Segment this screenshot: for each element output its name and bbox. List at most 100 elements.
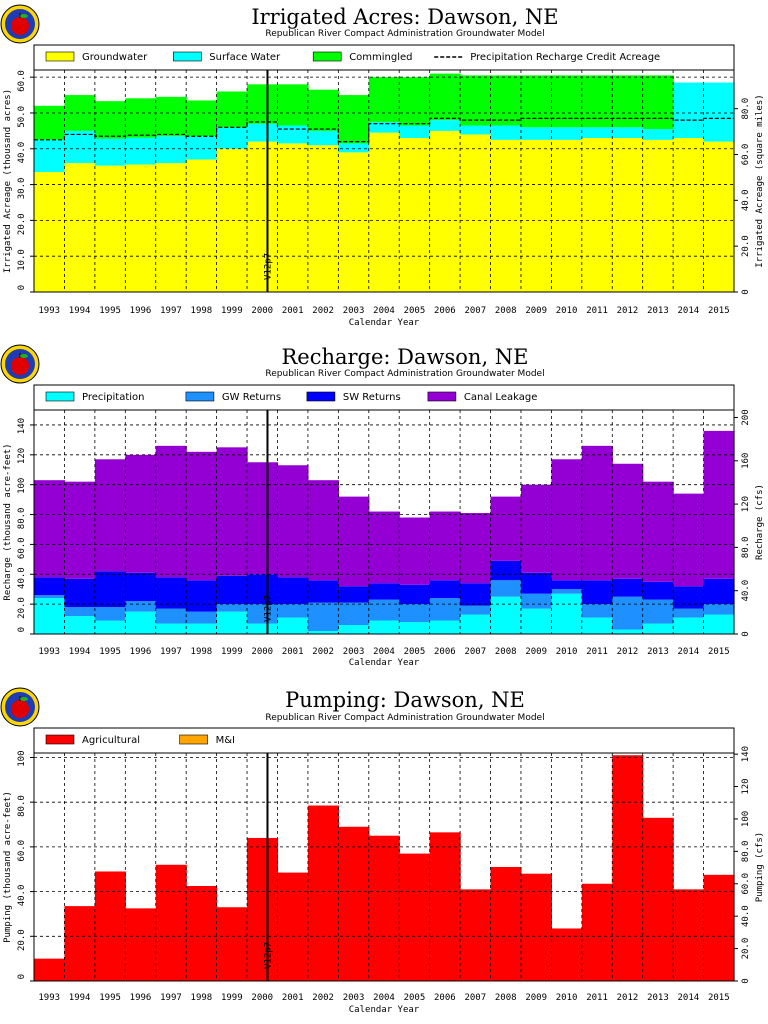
y2-tick-label: 120: [741, 496, 751, 512]
bar-gw-returns-1997: [155, 608, 187, 624]
bar-agricultural-2003: [338, 826, 370, 981]
x-axis-label: Calendar Year: [349, 318, 420, 328]
y-tick-label: 60.0: [17, 70, 27, 92]
y2-tick-label: 40.0: [741, 189, 751, 211]
bar-precipitation-1998: [186, 623, 218, 634]
x-tick-label-1999: 1999: [221, 306, 243, 316]
bar-sw-returns-2008: [490, 560, 522, 581]
bar-surface-water-2006: [429, 120, 461, 131]
precipitation-credit-line: [34, 117, 734, 143]
y-tick-label: 100: [17, 750, 27, 766]
bar-commingled-2005: [399, 77, 431, 126]
bar-canal-leakage-1998: [186, 451, 218, 581]
bar-surface-water-1999: [216, 127, 248, 149]
bar-agricultural-2001: [277, 872, 309, 981]
bar-agricultural-2015: [703, 874, 735, 981]
bar-groundwater-1998: [186, 159, 218, 292]
bar-commingled-1993: [34, 105, 66, 140]
bar-precipitation-2006: [429, 620, 461, 634]
y2-axis-label: Pumping (cfs): [755, 832, 765, 902]
bar-precipitation-1997: [155, 623, 187, 634]
bar-groundwater-1997: [155, 163, 187, 292]
x-axis-label: Calendar Year: [349, 1005, 420, 1015]
x-tick-label-2001: 2001: [282, 993, 304, 1003]
x-tick-label-2015: 2015: [708, 306, 730, 316]
x-tick-label-2000: 2000: [251, 647, 273, 657]
bar-groundwater-2002: [307, 145, 339, 292]
legend-box: [33, 384, 735, 411]
bar-precipitation-2014: [673, 617, 705, 634]
bar-gw-returns-2015: [703, 604, 735, 615]
legend-label: Agricultural: [82, 735, 140, 746]
x-tick-label-2008: 2008: [495, 306, 517, 316]
bar-commingled-1995: [94, 101, 126, 139]
bar-precipitation-2001: [277, 617, 309, 634]
x-tick-label-2006: 2006: [434, 647, 456, 657]
x-tick-label-1997: 1997: [160, 647, 182, 657]
legend-box: [33, 727, 735, 754]
legend-label: Surface Water: [209, 52, 281, 63]
y-tick-label: 20.0: [17, 213, 27, 235]
y2-tick-label: 0: [741, 978, 751, 983]
bar-agricultural-1999: [216, 907, 248, 981]
x-tick-label-2004: 2004: [373, 306, 395, 316]
x-axis-label: Calendar Year: [349, 658, 420, 668]
x-tick-label-2000: 2000: [251, 306, 273, 316]
x-tick-label-2007: 2007: [464, 647, 486, 657]
bar-canal-leakage-2014: [673, 493, 705, 587]
x-tick-label-1993: 1993: [38, 306, 60, 316]
bar-gw-returns-2006: [429, 598, 461, 621]
x-tick-label-2001: 2001: [282, 647, 304, 657]
y-tick-label: 80.0: [17, 508, 27, 530]
bar-sw-returns-1993: [34, 577, 66, 596]
apple-logo: [0, 4, 40, 44]
logo-apple: [11, 700, 29, 718]
x-tick-label-2006: 2006: [434, 306, 456, 316]
bar-gw-returns-2012: [612, 596, 644, 630]
bar-groundwater-1994: [64, 163, 96, 292]
legend-swatch: [185, 391, 215, 402]
x-tick-label-2014: 2014: [678, 647, 700, 657]
x-tick-label-2003: 2003: [343, 647, 365, 657]
y2-tick-label: 20.0: [741, 938, 751, 960]
bar-commingled-2001: [277, 84, 309, 126]
bar-commingled-2003: [338, 95, 370, 144]
bar-groundwater-2003: [338, 152, 370, 292]
bar-sw-returns-2005: [399, 584, 431, 605]
chart-subtitle: Republican River Compact Administration …: [265, 369, 544, 379]
bar-precipitation-2007: [460, 614, 492, 634]
legend-label: Precipitation: [82, 392, 145, 403]
x-tick-label-2009: 2009: [525, 306, 547, 316]
bar-surface-water-2004: [368, 121, 400, 133]
y2-tick-label: 100: [741, 811, 751, 827]
model-version-label: V12p7: [263, 253, 273, 280]
bar-canal-leakage-1999: [216, 447, 248, 576]
legend-label: GW Returns: [222, 392, 281, 403]
y2-tick-label: 20.0: [741, 235, 751, 257]
bar-surface-water-1994: [64, 130, 96, 164]
bar-canal-leakage-2002: [307, 480, 339, 581]
y-tick-label: 50.0: [17, 106, 27, 128]
bar-commingled-2006: [429, 73, 461, 121]
y-tick-label: 140: [17, 418, 27, 434]
bar-sw-returns-2002: [307, 580, 339, 603]
x-tick-label-1998: 1998: [191, 306, 213, 316]
x-tick-label-1996: 1996: [130, 306, 152, 316]
bar-canal-leakage-2008: [490, 496, 522, 561]
y-tick-label: 30.0: [17, 178, 27, 200]
x-tick-label-2005: 2005: [404, 647, 426, 657]
bar-canal-leakage-2001: [277, 465, 309, 578]
x-tick-label-2015: 2015: [708, 993, 730, 1003]
x-tick-label-2014: 2014: [678, 993, 700, 1003]
bar-canal-leakage-2005: [399, 517, 431, 585]
bar-surface-water-2007: [460, 125, 492, 135]
bar-surface-water-2003: [338, 143, 370, 153]
y2-tick-label: 0: [741, 631, 751, 636]
bar-sw-returns-2003: [338, 586, 370, 603]
y-tick-label: 120: [17, 448, 27, 464]
x-tick-label-2013: 2013: [647, 647, 669, 657]
x-tick-label-2002: 2002: [312, 647, 334, 657]
x-tick-label-1995: 1995: [99, 647, 121, 657]
